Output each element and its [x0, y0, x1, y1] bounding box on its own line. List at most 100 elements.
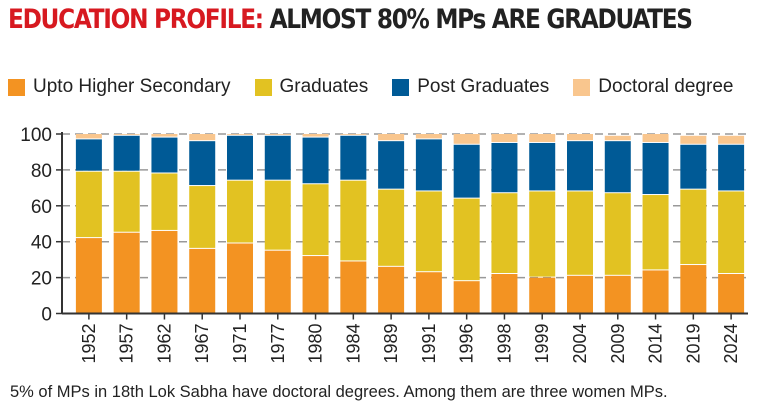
bar-post-graduates	[302, 137, 329, 184]
bar-upto-higher-secondary	[189, 248, 216, 313]
bar-post-graduates	[340, 135, 367, 180]
x-tick-label: 2009	[608, 324, 628, 364]
y-tick-label: 60	[31, 197, 52, 218]
bar-doctoral-degree	[567, 134, 593, 141]
x-tick-label: 1989	[381, 324, 401, 364]
bar-post-graduates	[189, 141, 216, 186]
y-tick-label: 80	[31, 161, 52, 182]
bar-post-graduates	[264, 135, 291, 180]
bar-upto-higher-secondary	[642, 270, 669, 313]
bar-upto-higher-secondary	[529, 277, 556, 313]
bar-upto-higher-secondary	[415, 272, 442, 313]
bar-graduates	[189, 186, 216, 248]
x-tick-label: 1996	[457, 324, 477, 364]
bar-upto-higher-secondary	[75, 238, 102, 313]
bar-graduates	[113, 171, 140, 232]
bar-post-graduates	[567, 141, 593, 191]
legend-label-2: Post Graduates	[417, 76, 550, 97]
bar-post-graduates	[415, 139, 442, 191]
bar-doctoral-degree	[604, 135, 631, 141]
bar-upto-higher-secondary	[340, 261, 367, 313]
bar-upto-higher-secondary	[718, 274, 745, 313]
bar-graduates	[529, 191, 556, 277]
bar-graduates	[604, 193, 631, 275]
bar-upto-higher-secondary	[604, 275, 631, 313]
bar-post-graduates	[151, 137, 178, 173]
footnote: 5% of MPs in 18th Lok Sabha have doctora…	[10, 383, 668, 401]
bar-doctoral-degree	[453, 134, 480, 144]
bar-graduates	[378, 189, 405, 266]
x-tick-label: 2014	[646, 324, 666, 364]
x-tick-label: 2004	[570, 324, 590, 364]
legend-item-1: Graduates	[254, 76, 369, 98]
legend-label-3: Doctoral degree	[598, 76, 734, 97]
bar-upto-higher-secondary	[302, 256, 329, 313]
bar-doctoral-degree	[491, 134, 518, 142]
x-tick-label: 1998	[494, 324, 514, 364]
legend-label-0: Upto Higher Secondary	[33, 76, 231, 97]
x-tick-label: 1962	[154, 324, 174, 364]
bar-graduates	[302, 184, 329, 256]
bar-upto-higher-secondary	[680, 265, 707, 313]
bar-doctoral-degree	[227, 134, 253, 135]
bar-post-graduates	[227, 135, 253, 180]
bar-upto-higher-secondary	[567, 275, 593, 313]
bar-post-graduates	[680, 144, 707, 189]
bar-doctoral-degree	[529, 134, 556, 142]
x-tick-label: 1980	[306, 324, 326, 364]
bar-doctoral-degree	[264, 134, 291, 135]
legend-item-0: Upto Higher Secondary	[8, 76, 231, 98]
bar-graduates	[75, 171, 102, 238]
bar-post-graduates	[642, 142, 669, 195]
bar-post-graduates	[604, 141, 631, 193]
bar-doctoral-degree	[189, 134, 216, 141]
y-tick-label: 20	[31, 269, 52, 290]
legend-swatch-2	[392, 78, 410, 96]
x-tick-label: 1999	[532, 324, 552, 364]
bar-doctoral-degree	[642, 134, 669, 142]
legend-item-2: Post Graduates	[392, 76, 549, 98]
title-rest: ALMOST 80% MPs ARE GRADUATES	[262, 4, 693, 35]
bar-doctoral-degree	[680, 135, 707, 144]
bar-doctoral-degree	[415, 134, 442, 139]
x-tick-label: 1952	[79, 324, 99, 364]
legend-swatch-3	[573, 78, 591, 96]
bar-doctoral-degree	[718, 135, 745, 144]
bar-doctoral-degree	[302, 134, 329, 137]
bar-graduates	[680, 189, 707, 265]
bar-graduates	[227, 180, 253, 243]
bar-post-graduates	[491, 142, 518, 193]
bar-graduates	[491, 193, 518, 274]
bar-post-graduates	[529, 142, 556, 191]
bar-graduates	[415, 191, 442, 272]
legend-label-1: Graduates	[279, 76, 369, 97]
bar-upto-higher-secondary	[264, 250, 291, 313]
x-tick-label: 2019	[683, 324, 703, 364]
bar-upto-higher-secondary	[378, 266, 405, 313]
bar-upto-higher-secondary	[151, 230, 178, 313]
bar-upto-higher-secondary	[491, 274, 518, 313]
bar-upto-higher-secondary	[453, 281, 480, 313]
y-tick-label: 40	[31, 233, 52, 254]
bar-graduates	[642, 195, 669, 270]
chart-title: EDUCATION PROFILE: ALMOST 80% MPs ARE GR…	[8, 4, 693, 35]
bar-graduates	[151, 173, 178, 230]
bar-doctoral-degree	[340, 134, 367, 135]
bar-doctoral-degree	[75, 134, 102, 139]
title-highlight: EDUCATION PROFILE:	[8, 4, 264, 35]
bar-post-graduates	[453, 144, 480, 198]
bar-post-graduates	[75, 139, 102, 171]
y-tick-label: 0	[41, 305, 52, 326]
bar-doctoral-degree	[378, 134, 405, 141]
legend-swatch-1	[254, 78, 272, 96]
bar-graduates	[453, 198, 480, 281]
x-tick-label: 1971	[230, 324, 250, 364]
x-tick-label: 1984	[343, 324, 363, 364]
x-tick-label: 1967	[192, 324, 212, 364]
legend-item-3: Doctoral degree	[573, 76, 733, 98]
x-tick-label: 2024	[721, 324, 741, 364]
bar-post-graduates	[378, 141, 405, 189]
bar-graduates	[264, 180, 291, 250]
y-tick-label: 100	[20, 125, 52, 146]
